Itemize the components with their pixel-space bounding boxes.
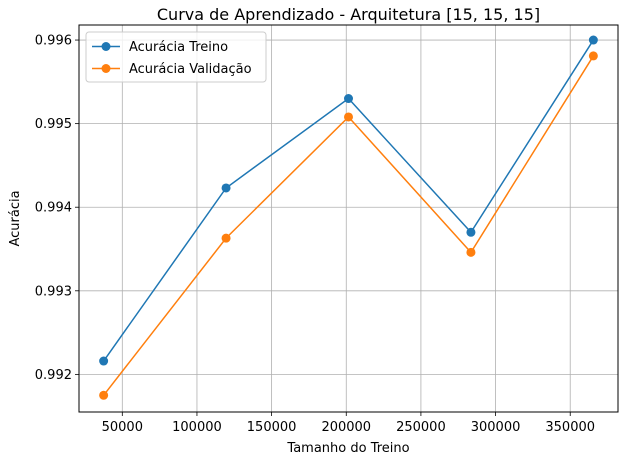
data-point-1 <box>344 112 353 122</box>
data-point-0 <box>99 356 109 366</box>
y-tick-label: 0.994 <box>35 201 72 216</box>
y-tick-label: 0.992 <box>35 368 72 383</box>
legend-box <box>85 31 267 83</box>
x-tick-label: 250000 <box>396 420 446 435</box>
legend-marker-train <box>101 42 111 51</box>
legend: Acurácia Treino Acurácia Validação <box>85 31 267 83</box>
data-point-1 <box>466 247 476 257</box>
data-point-1 <box>588 51 598 61</box>
legend-label-validation: Acurácia Validação <box>129 62 252 77</box>
data-point-0 <box>221 183 231 193</box>
data-point-1 <box>99 390 109 400</box>
y-axis-label: Acurácia <box>8 190 23 246</box>
x-axis-label: Tamanho do Treino <box>286 441 409 456</box>
series-line-0 <box>103 39 594 362</box>
ticks: 50000 100000 150000 200000 250000 300000 35000… <box>35 34 595 435</box>
data-point-1 <box>221 233 231 243</box>
chart-title: Curva de Aprendizado - Arquitetura [15, … <box>157 5 540 24</box>
data-point-0 <box>588 35 598 45</box>
plot-frame <box>78 24 619 413</box>
x-tick-label: 50000 <box>102 420 143 435</box>
x-tick-label: 350000 <box>545 420 595 435</box>
series-lines <box>99 35 598 400</box>
x-tick-label: 200000 <box>321 420 371 435</box>
x-tick-label: 150000 <box>247 420 297 435</box>
series-line-1 <box>103 55 595 396</box>
grid <box>79 25 618 412</box>
y-tick-label: 0.996 <box>35 34 72 49</box>
data-point-0 <box>344 94 353 104</box>
x-tick-label: 300000 <box>471 420 521 435</box>
legend-marker-validation <box>101 64 111 73</box>
y-tick-label: 0.993 <box>35 284 72 299</box>
data-point-0 <box>466 227 476 237</box>
y-tick-label: 0.995 <box>35 117 72 132</box>
legend-label-train: Acurácia Treino <box>129 40 228 55</box>
x-tick-label: 100000 <box>172 420 222 435</box>
